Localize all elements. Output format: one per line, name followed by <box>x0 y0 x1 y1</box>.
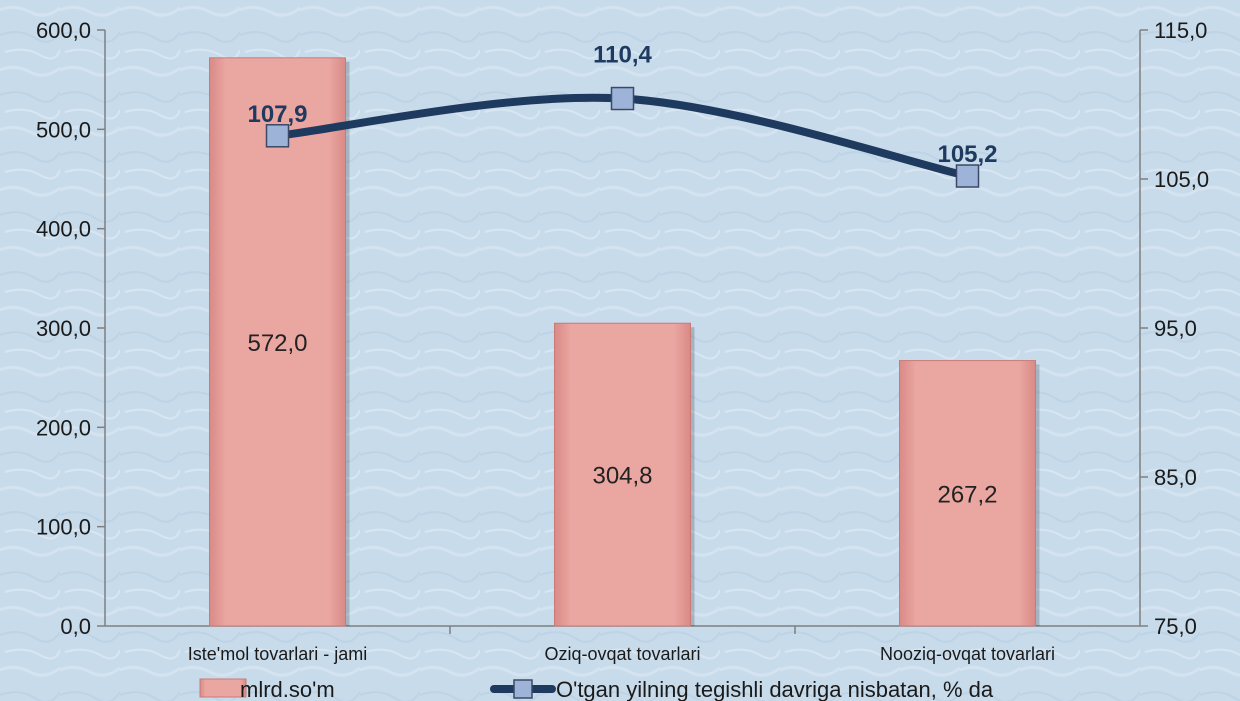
right-axis-tick-label: 75,0 <box>1154 614 1197 639</box>
legend-bar-label: mlrd.so'm <box>240 677 335 701</box>
x-axis-category-label: Iste'mol tovarlari - jami <box>188 644 367 664</box>
legend-bar-swatch <box>199 678 247 698</box>
left-axis-tick-label: 100,0 <box>36 515 91 540</box>
left-axis-tick-label: 200,0 <box>36 415 91 440</box>
bar <box>209 57 346 627</box>
line-marker <box>955 164 980 188</box>
x-axis-category-label: Oziq-ovqat tovarlari <box>544 644 700 664</box>
right-axis-tick-label: 85,0 <box>1154 465 1197 490</box>
bar-value-label: 572,0 <box>247 330 307 357</box>
bar <box>899 360 1036 627</box>
right-axis-tick-label: 95,0 <box>1154 316 1197 341</box>
left-axis-tick-label: 300,0 <box>36 316 91 341</box>
right-axis-tick-label: 115,0 <box>1154 18 1207 43</box>
bar <box>554 322 691 627</box>
x-axis-category-label: Nooziq-ovqat tovarlari <box>880 644 1055 664</box>
bar-value-label: 304,8 <box>592 463 652 490</box>
right-axis-tick-label: 105,0 <box>1154 167 1209 192</box>
legend-line-label: O'tgan yilning tegishli davriga nisbatan… <box>556 677 994 701</box>
left-axis-tick-label: 0,0 <box>60 614 91 639</box>
left-axis-tick-label: 500,0 <box>36 117 91 142</box>
line-marker <box>265 124 290 148</box>
left-axis-tick-label: 400,0 <box>36 217 91 242</box>
line-value-label: 110,4 <box>593 42 652 69</box>
bar-value-label: 267,2 <box>937 481 997 508</box>
line-marker <box>610 86 635 111</box>
left-axis-tick-label: 600,0 <box>36 18 91 43</box>
line-value-label: 107,9 <box>247 101 307 128</box>
legend-line-marker <box>513 679 533 699</box>
line-value-label: 105,2 <box>937 141 997 168</box>
